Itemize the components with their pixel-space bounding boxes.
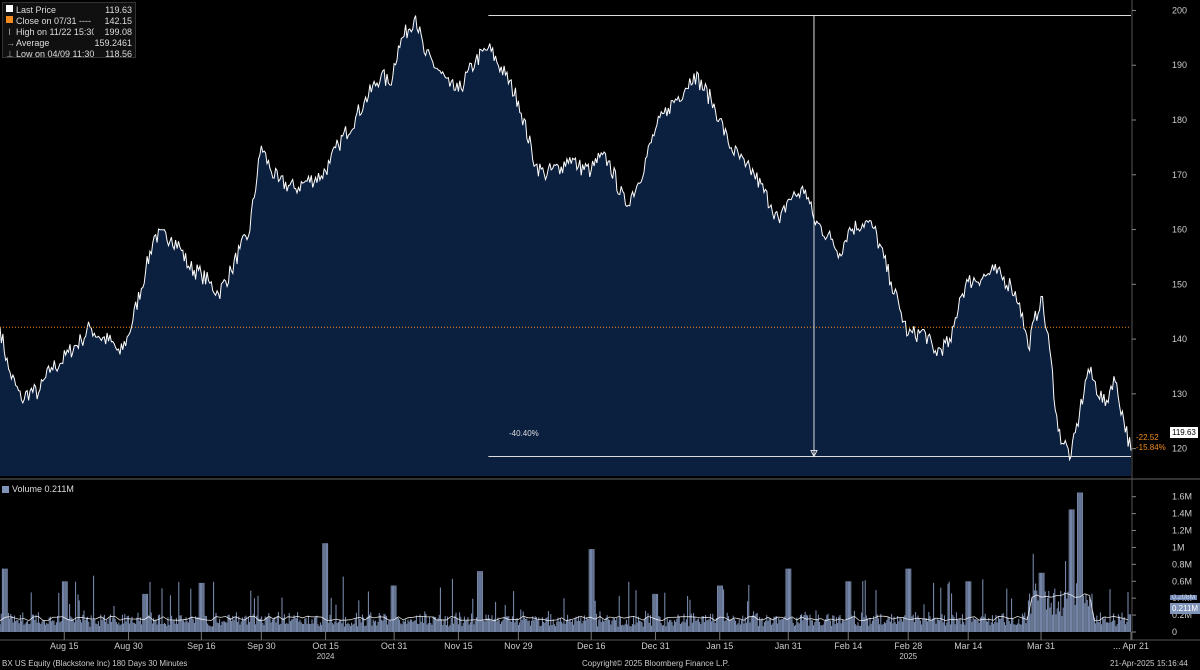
volume-y-tick-label: 0 [1172,627,1177,637]
x-tick-label: Feb 14 [834,641,862,651]
legend-value: 118.56 [105,49,132,59]
price-y-tick-label: 170 [1172,170,1187,180]
legend-label: High on 11/22 15:30 [16,27,94,37]
legend-label: Low on 04/09 11:30 [16,49,94,59]
volume-legend: Volume 0.211M [2,484,74,494]
price-y-tick-label: 200 [1172,5,1187,15]
high-marker-icon: ǀ [8,27,11,37]
legend-label: Average [16,38,50,48]
price-legend: Last Price 119.63 Close on 07/31 ---- 14… [2,2,136,60]
legend-value: 199.08 [104,27,132,37]
legend-value: 159.2461 [94,38,132,48]
x-tick-label: Aug 30 [114,641,143,651]
x-tick-label: Sep 30 [247,641,276,651]
legend-row-high: ǀ High on 11/22 15:30 199.08 [6,27,132,38]
x-tick-label: Mar 31 [1027,641,1055,651]
change-pct-label: -15.84% [1136,443,1166,452]
price-y-tick-label: 140 [1172,334,1187,344]
volume-bars [0,492,1131,632]
volume-tag: 0.211M [1170,603,1200,614]
price-area [0,15,1131,476]
x-tick-label: Feb 28 [894,641,922,651]
price-y-tick-label: 150 [1172,279,1187,289]
price-y-tick-label: 120 [1172,444,1187,454]
x-tick-label: Dec 16 [577,641,606,651]
volume-y-tick-label: 1.2M [1172,526,1192,536]
legend-row-close: Close on 07/31 ---- 142.15 [6,16,132,27]
low-marker-icon: ⊥ [6,49,14,59]
volume-y-tick-label: 0.2M [1172,610,1192,620]
legend-label: Last Price [16,5,57,15]
white-square-icon [6,5,13,12]
volume-y-tick-label: 0.6M [1172,576,1192,586]
volume-average-line [0,592,1129,622]
volume-y-tick-label: 0.8M [1172,559,1192,569]
volume-hidden-tag: 0.208M [1170,595,1198,600]
legend-value: 119.63 [105,5,132,15]
price-y-tick-label: 180 [1172,115,1187,125]
drawdown-label: -40.40% [509,429,539,438]
volume-y-tick-label: 1M [1172,542,1185,552]
x-tick-label: Sep 16 [187,641,216,651]
volume-square-icon [2,486,9,493]
average-marker-icon: → [6,38,15,48]
x-tick-label: Jan 31 [775,641,802,651]
footer-copyright: Copyright© 2025 Bloomberg Finance L.P. [582,659,730,668]
legend-value: 142.15 [104,16,132,26]
year-label-2025: 2025 [899,652,917,661]
legend-row-average: → Average 159.2461 [6,38,132,49]
price-y-tick-label: 130 [1172,389,1187,399]
last-price-tag: 119.63 [1170,427,1198,438]
x-tick-label: ... Apr 21 [1113,641,1149,651]
legend-label: Close on 07/31 ---- [16,16,92,26]
x-tick-label: Nov 29 [504,641,533,651]
x-tick-label: Mar 14 [954,641,982,651]
x-tick-label: Aug 15 [50,641,79,651]
price-y-tick-label: 190 [1172,60,1187,70]
volume-y-tick-label: 1.4M [1172,509,1192,519]
price-y-tick-label: 160 [1172,225,1187,235]
change-abs-label: -22.52 [1136,433,1159,442]
legend-row-last-price: Last Price 119.63 [6,5,132,16]
footer-ticker: BX US Equity (Blackstone Inc) 180 Days 3… [2,659,188,668]
x-tick-label: Dec 31 [641,641,670,651]
volume-legend-label: Volume 0.211M [12,484,74,494]
volume-y-tick-label: 1.6M [1172,492,1192,502]
orange-square-icon [6,16,13,23]
price-line [0,15,1132,462]
year-label-2024: 2024 [317,652,335,661]
x-tick-label: Oct 31 [381,641,408,651]
legend-row-low: ⊥ Low on 04/09 11:30 118.56 [6,49,132,60]
x-tick-label: Nov 15 [444,641,473,651]
x-tick-label: Jan 15 [706,641,733,651]
footer-timestamp: 21-Apr-2025 15:16:44 [1110,659,1188,668]
x-tick-label: Oct 15 [312,641,339,651]
drawdown-arrow-head [810,450,818,458]
